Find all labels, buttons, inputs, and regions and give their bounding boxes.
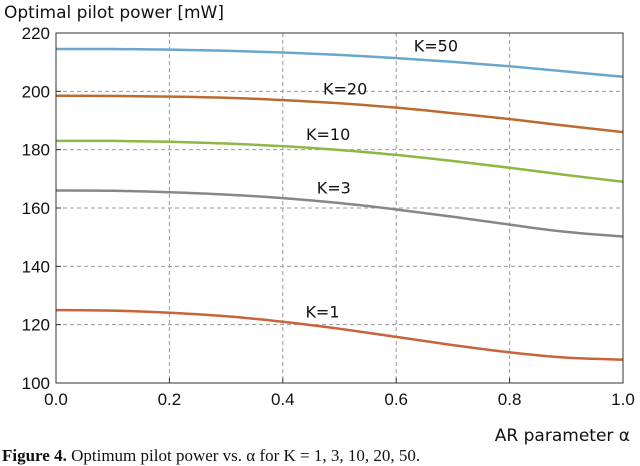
series-labels: K=1 K=3 K=10 K=20 K=50 xyxy=(305,37,458,322)
figure-caption: Figure 4. Optimum pilot power vs. α for … xyxy=(2,446,420,466)
grid-lines xyxy=(56,33,623,383)
y-axis-title: Optimal pilot power [mW] xyxy=(4,3,224,23)
y-tick-label: 180 xyxy=(22,141,50,160)
x-tick-label: 1.0 xyxy=(611,390,635,409)
series-label-k-1: K=1 xyxy=(305,303,339,322)
series-line-k-3 xyxy=(55,189,624,238)
plot-frame xyxy=(55,32,624,384)
series-line-k-10 xyxy=(55,139,624,183)
y-tick-label: 140 xyxy=(22,257,50,276)
x-tick-label: 0.4 xyxy=(271,390,295,409)
series-line-k-1 xyxy=(55,308,624,361)
x-tick-label: 0.0 xyxy=(44,390,68,409)
series-line-k-50 xyxy=(55,47,624,78)
y-tick-label: 200 xyxy=(22,82,50,101)
series-label-k-50: K=50 xyxy=(414,37,458,56)
y-tick-label: 100 xyxy=(22,374,50,393)
series-lines xyxy=(55,47,624,361)
series-label-k-3: K=3 xyxy=(317,179,351,198)
series-label-k-10: K=10 xyxy=(306,125,350,144)
y-tick-label: 220 xyxy=(22,24,50,43)
x-tick-label: 0.8 xyxy=(498,390,522,409)
series-label-k-20: K=20 xyxy=(323,80,367,99)
x-tick-label: 0.2 xyxy=(158,390,182,409)
y-tick-label: 120 xyxy=(22,316,50,335)
caption-lead: Figure 4. xyxy=(2,446,67,465)
line-chart: 0.0 0.2 0.4 0.6 0.8 1.0100120140160180200220 … xyxy=(4,3,635,446)
x-axis-title: AR parameter α xyxy=(495,426,630,446)
axis-ticks: 0.0 0.2 0.4 0.6 0.8 1.0 100 120 140 160 180 200 220 xyxy=(22,24,635,409)
series-line-k-20 xyxy=(55,94,624,134)
y-tick-label: 160 xyxy=(22,199,50,218)
x-tick-label: 0.6 xyxy=(384,390,408,409)
caption-text: Optimum pilot power vs. α for K = 1, 3, … xyxy=(71,446,421,465)
